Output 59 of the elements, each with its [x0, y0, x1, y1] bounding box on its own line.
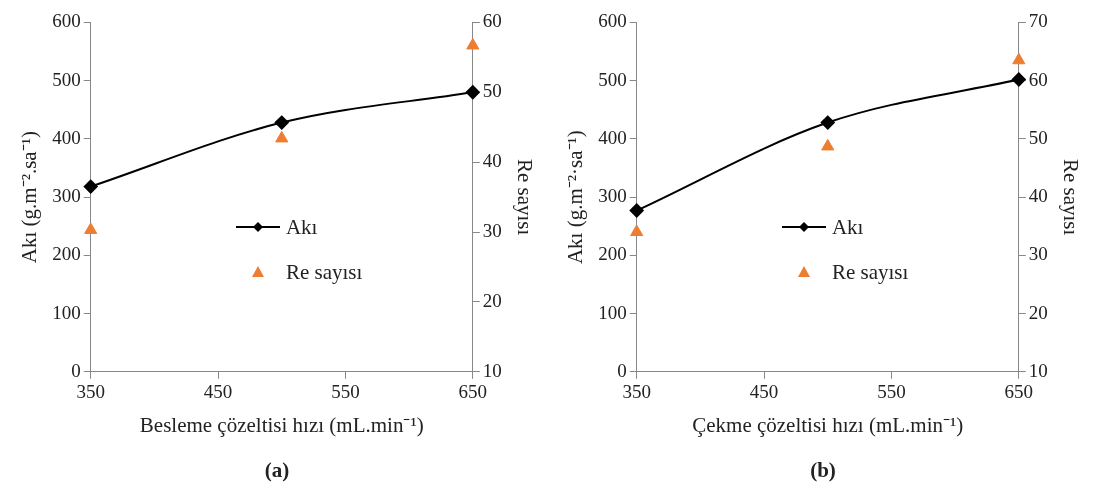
y-tick-label: 400	[52, 126, 81, 148]
y2-tick-label: 70	[1028, 10, 1048, 32]
y-tick-label: 600	[52, 10, 81, 32]
y-tick-label: 0	[71, 359, 81, 381]
y2-tick-label: 40	[482, 150, 502, 172]
y2-tick-label: 30	[482, 220, 502, 242]
y2-tick-label: 60	[1028, 68, 1048, 90]
point	[629, 203, 644, 218]
y-tick-label: 200	[598, 243, 627, 265]
y2-tick-label: 10	[482, 359, 502, 381]
point	[84, 222, 98, 234]
point	[274, 115, 289, 130]
point	[821, 138, 835, 151]
point	[466, 37, 480, 50]
y2-tick-label: 60	[482, 10, 502, 32]
point	[83, 179, 98, 194]
y-tick-label: 500	[598, 68, 627, 90]
y-tick-label: 0	[617, 359, 627, 381]
y-tick-label: 300	[598, 185, 627, 207]
y-tick-label: 300	[52, 185, 81, 207]
y-tick-label: 200	[52, 243, 81, 265]
y-tick-label: 500	[52, 68, 81, 90]
legend-label: Akı	[831, 214, 864, 240]
y2-tick-label: 50	[1028, 126, 1048, 148]
y-axis-title: Akı (g.m⁻².sa⁻¹)	[17, 131, 42, 264]
x-axis-title: Çekme çözeltisi hızı (mL.min⁻¹)	[692, 412, 964, 437]
x-tick-label: 350	[76, 381, 105, 403]
y2-tick-label: 10	[1028, 359, 1048, 381]
x-tick-label: 450	[203, 381, 233, 403]
y2-tick-label: 50	[482, 80, 502, 102]
y2-tick-label: 20	[1028, 301, 1048, 323]
point	[820, 115, 835, 130]
x-tick-label: 350	[622, 381, 651, 403]
point	[1012, 52, 1026, 65]
x-tick-label: 650	[1004, 381, 1034, 403]
legend-label: Re sayısı	[831, 259, 909, 285]
y2-axis-title: Re sayısı	[1058, 158, 1083, 236]
y-tick-label: 600	[598, 10, 627, 32]
y-tick-label: 100	[52, 301, 81, 323]
x-axis-title: Besleme çözeltisi hızı (mL.min⁻¹)	[139, 412, 424, 437]
y2-tick-label: 20	[482, 289, 502, 311]
x-tick-label: 550	[331, 381, 360, 403]
text: (a)	[264, 457, 290, 482]
point	[275, 130, 289, 143]
point	[630, 224, 644, 237]
x-tick-label: 550	[877, 381, 906, 403]
x-tick-label: 650	[458, 381, 488, 403]
point	[1011, 72, 1026, 87]
x-tick-label: 450	[749, 381, 779, 403]
text: (b)	[810, 457, 836, 482]
legend-label: Akı	[285, 214, 318, 240]
y-axis-title: Akı (g.m⁻²·sa⁻¹)	[563, 130, 588, 265]
y2-tick-label: 30	[1028, 243, 1048, 265]
legend-label: Re sayısı	[285, 259, 363, 285]
point	[465, 85, 480, 100]
y2-axis-title: Re sayısı	[512, 158, 537, 236]
y2-tick-label: 40	[1028, 185, 1048, 207]
y-tick-label: 400	[598, 126, 627, 148]
y-tick-label: 100	[598, 301, 627, 323]
